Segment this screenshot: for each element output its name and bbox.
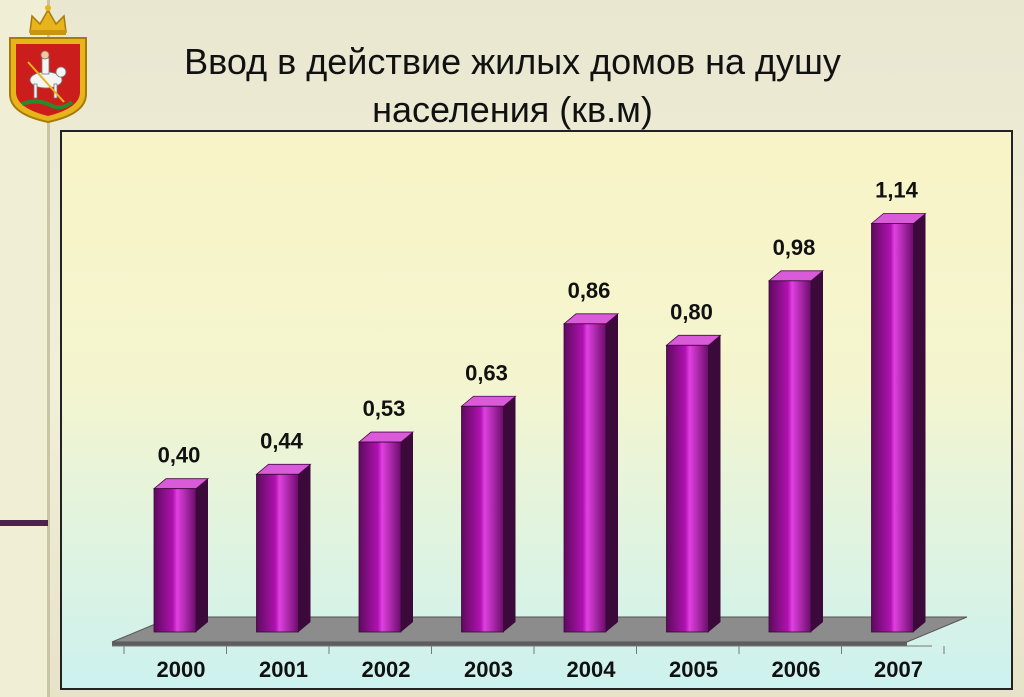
bar	[256, 473, 299, 633]
bar-side	[503, 396, 516, 632]
bar	[461, 405, 504, 633]
bar-side	[708, 335, 721, 632]
data-label: 1,14	[875, 178, 919, 203]
x-tick-label: 2005	[669, 657, 718, 682]
bar	[871, 223, 914, 633]
bar	[153, 488, 197, 633]
data-label: 0,53	[363, 396, 406, 421]
x-tick-label: 2003	[464, 657, 513, 682]
data-label: 0,80	[670, 299, 713, 324]
bar-side	[196, 478, 208, 632]
bar-side	[606, 313, 618, 632]
x-tick-label: 2000	[157, 657, 206, 682]
x-tick-label: 2007	[874, 657, 923, 682]
x-tick-label: 2004	[567, 657, 617, 682]
bar	[666, 344, 709, 633]
x-tick-label: 2002	[362, 657, 411, 682]
data-label: 0,44	[260, 428, 304, 453]
bar-side	[401, 432, 413, 632]
bar-side	[298, 464, 311, 632]
coat-of-arms-emblem	[9, 5, 87, 124]
bar-side	[913, 213, 926, 632]
decorative-divider	[0, 520, 48, 526]
bar	[358, 441, 402, 633]
bar	[768, 280, 812, 633]
data-label: 0,98	[773, 235, 816, 260]
bar	[563, 323, 607, 633]
bar-chart: 0,40 2000 0,44 2001 0,53 2002 0,63 2003 0,86 2004…	[111, 178, 968, 682]
data-label: 0,86	[568, 278, 611, 303]
x-tick-label: 2006	[772, 657, 821, 682]
data-label: 0,40	[158, 443, 201, 468]
chart-floor	[111, 616, 968, 643]
crown-icon	[29, 5, 67, 35]
page-title: Ввод в действие жилых домов на душу насе…	[184, 41, 841, 130]
data-label: 0,63	[465, 360, 508, 385]
bar-side	[811, 270, 823, 632]
x-tick-label: 2001	[259, 657, 308, 682]
chart-floor-edge	[112, 642, 907, 646]
chart-area: 0,40 2000 0,44 2001 0,53 2002 0,63 2003 0,86 2004…	[60, 130, 1013, 690]
rider-icon	[27, 50, 67, 103]
